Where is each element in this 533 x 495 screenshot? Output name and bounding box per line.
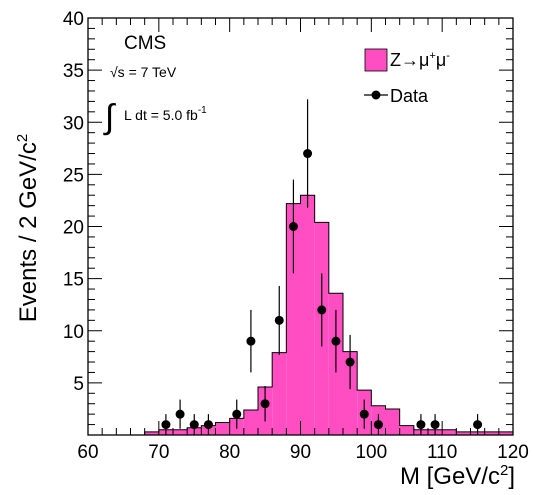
histogram-layer — [88, 194, 513, 436]
experiment-label: CMS — [124, 33, 166, 54]
y-tick-label: 15 — [63, 270, 84, 291]
histogram-bin — [173, 429, 188, 435]
histogram-bin — [399, 425, 414, 435]
luminosity-main: L dt = 5.0 fb — [124, 107, 198, 123]
data-point — [161, 420, 171, 430]
legend-marker-data — [371, 90, 381, 100]
data-point — [331, 336, 341, 346]
data-point — [203, 420, 213, 430]
y-axis-label-main: Events / 2 GeV/c — [15, 142, 42, 322]
legend-swatch-z — [364, 48, 388, 72]
y-tick-label: 25 — [63, 165, 84, 186]
histogram-bin — [385, 408, 400, 435]
data-point — [345, 357, 355, 367]
luminosity-label: L dt = 5.0 fb-1 — [124, 105, 207, 123]
y-axis-label: Events / 2 GeV/c2 — [14, 134, 42, 322]
data-point — [246, 336, 256, 346]
data-point — [175, 409, 185, 419]
histogram-bin — [286, 203, 301, 435]
histogram-bin — [484, 431, 499, 435]
legend-label-data: Data — [390, 86, 429, 106]
legend: Z→μ+μ- Data — [364, 48, 450, 106]
x-tick-label: 60 — [77, 442, 98, 463]
histogram-bin — [272, 352, 287, 435]
x-tick-label: 90 — [290, 442, 311, 463]
y-tick-label: 40 — [63, 9, 84, 30]
data-point — [473, 420, 483, 430]
x-axis-label-tail: ] — [508, 463, 515, 490]
y-axis-label-sup: 2 — [14, 134, 31, 142]
y-tick-label: 20 — [63, 218, 84, 239]
y-tick-label: 30 — [63, 113, 84, 134]
x-tick-label: 70 — [148, 442, 169, 463]
data-point — [232, 409, 242, 419]
histogram-bin — [442, 429, 457, 435]
y-tick-label: 35 — [63, 61, 84, 82]
histogram-bin — [343, 351, 358, 435]
tick-layer: 60 70 80 90 100 110 120 5 10 15 20 25 30 35 40 — [63, 9, 529, 463]
energy-label: √s = 7 TeV — [110, 64, 177, 80]
data-points-layer — [161, 99, 483, 435]
legend-label-z: Z→μ+μ- — [390, 50, 450, 70]
data-point — [359, 409, 369, 419]
integral-sign: ∫ — [103, 98, 116, 136]
luminosity-sup: -1 — [198, 105, 207, 116]
y-tick-label: 5 — [73, 374, 84, 395]
y-tick-label: 10 — [63, 322, 84, 343]
data-point — [260, 399, 270, 409]
histogram-bin — [456, 431, 471, 435]
data-point — [303, 149, 313, 159]
data-point — [189, 420, 199, 430]
x-tick-label: 80 — [219, 442, 240, 463]
histogram-bin — [215, 422, 230, 435]
data-point — [288, 222, 298, 231]
histogram-bin — [243, 409, 258, 435]
x-tick-label: 120 — [497, 442, 529, 463]
histogram-bin — [144, 431, 159, 435]
data-point — [430, 420, 440, 430]
x-axis-label-main: M [GeV/c — [400, 463, 500, 490]
data-point — [373, 420, 383, 430]
x-tick-label: 100 — [355, 442, 387, 463]
x-tick-label: 110 — [427, 442, 457, 463]
histogram-bin — [498, 431, 513, 435]
data-point — [317, 305, 327, 315]
data-point — [416, 420, 426, 430]
histogram-bin — [300, 195, 315, 435]
x-axis-label-sup: 2 — [500, 462, 508, 479]
x-axis-label: M [GeV/c2] — [400, 462, 515, 490]
data-point — [274, 315, 284, 325]
